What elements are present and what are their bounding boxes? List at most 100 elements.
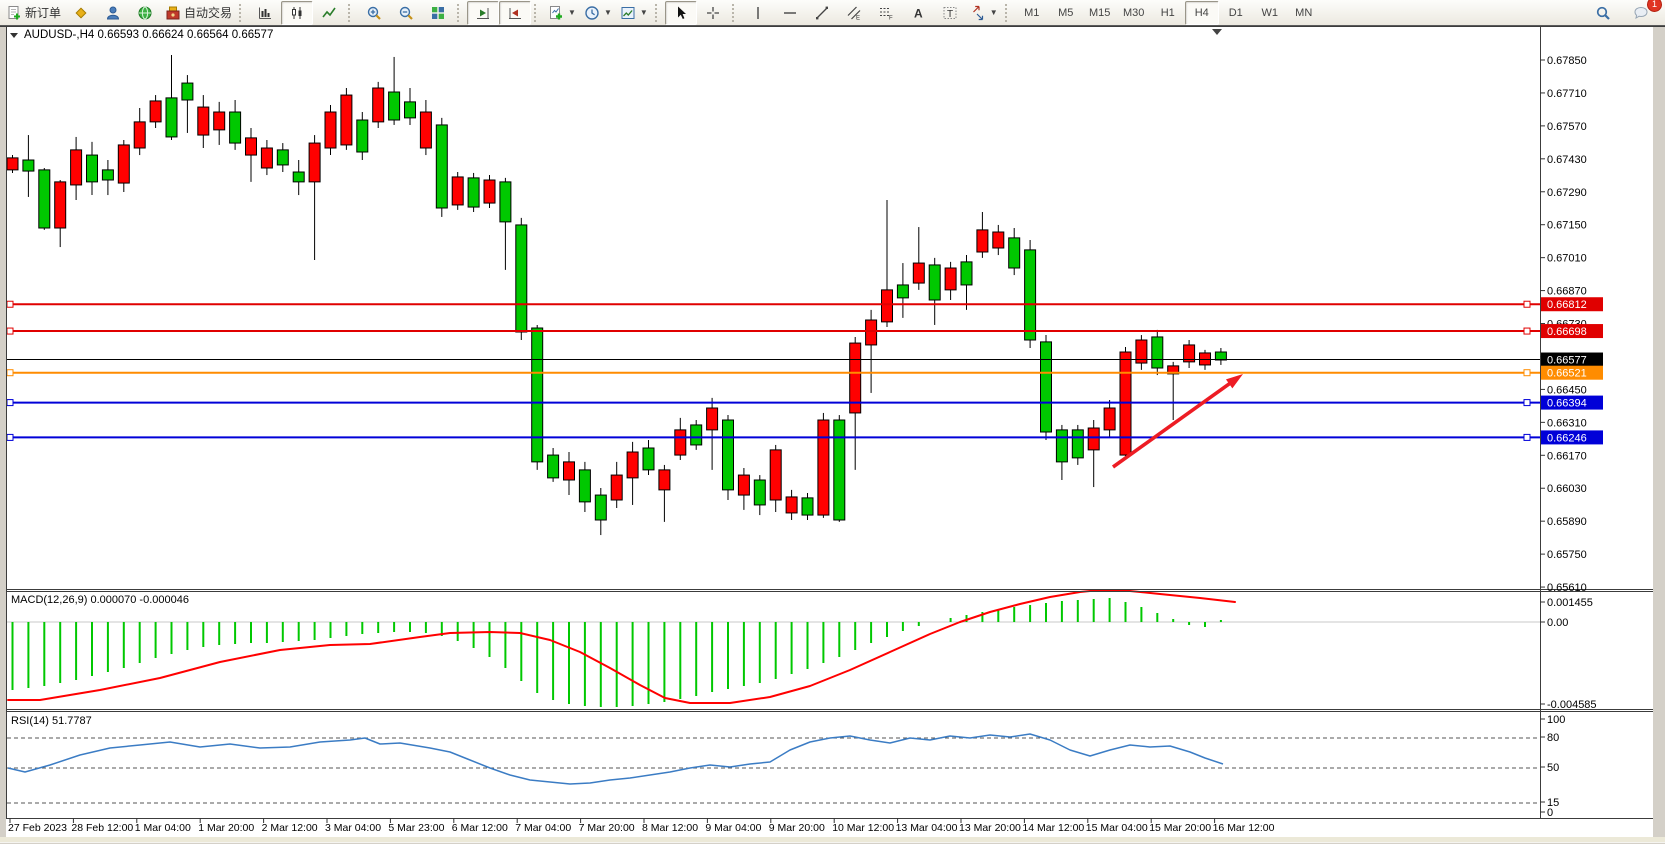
line-chart-button[interactable] bbox=[313, 1, 345, 25]
tf-w1-button-label: W1 bbox=[1261, 6, 1278, 19]
candle-body bbox=[1183, 344, 1196, 363]
candle-body bbox=[976, 229, 989, 253]
candle-body bbox=[912, 262, 925, 284]
symbol-menu-icon[interactable] bbox=[10, 33, 18, 38]
dropdown-caret-icon[interactable]: ▼ bbox=[568, 8, 576, 17]
chart-canvas[interactable]: 0.67850 0.67710 0.67570 0.67430 0.67290 0.671… bbox=[0, 26, 1665, 837]
chat-icon bbox=[1634, 6, 1648, 19]
templates-button[interactable]: ▼ bbox=[616, 1, 652, 25]
tf-m5-button[interactable]: M5 bbox=[1049, 1, 1083, 25]
cursor-button[interactable] bbox=[664, 0, 697, 25]
chart-shift-button[interactable] bbox=[499, 0, 532, 25]
new-order-button[interactable]: 新订单 bbox=[2, 1, 65, 25]
candle-body bbox=[54, 181, 67, 229]
tile-windows-button[interactable] bbox=[422, 1, 454, 25]
tf-h1-button-label: H1 bbox=[1160, 6, 1175, 19]
rsi-axis-label: 50 bbox=[1547, 762, 1559, 774]
line-handle-right[interactable] bbox=[1523, 300, 1531, 308]
line-handle-left[interactable] bbox=[6, 369, 14, 377]
time-axis-label: 27 Feb 2023 bbox=[8, 822, 67, 834]
search-icon bbox=[1596, 6, 1610, 20]
candlestick-button[interactable] bbox=[281, 0, 314, 25]
line-handle-right[interactable] bbox=[1523, 369, 1531, 377]
candle-body bbox=[785, 496, 798, 514]
candle-body bbox=[594, 494, 607, 521]
price-axis-label: 0.67570 bbox=[1547, 121, 1587, 133]
trendline-button[interactable] bbox=[806, 1, 838, 25]
candle-body bbox=[1008, 237, 1021, 269]
tf-m1-button[interactable]: M1 bbox=[1015, 1, 1049, 25]
time-axis-label: 7 Mar 20:00 bbox=[579, 822, 635, 834]
arrows-button[interactable]: ▼ bbox=[966, 1, 1002, 25]
candle-body bbox=[737, 474, 750, 496]
zoom-out-button[interactable] bbox=[390, 1, 422, 25]
trendline-icon bbox=[815, 6, 828, 19]
auto-scroll-button[interactable] bbox=[467, 0, 500, 25]
candle-body bbox=[340, 94, 353, 146]
text-button[interactable]: A bbox=[902, 1, 934, 25]
toolbar-separator bbox=[1004, 3, 1010, 22]
text-a-icon: A bbox=[914, 6, 923, 20]
price-axis-label: 0.67150 bbox=[1547, 220, 1587, 232]
template-icon bbox=[621, 6, 635, 19]
autotrading-button[interactable]: 自动交易 bbox=[161, 1, 236, 25]
tf-h4-button[interactable]: H4 bbox=[1184, 0, 1219, 25]
price-badge bbox=[1541, 324, 1603, 339]
tf-m30-button[interactable]: M30 bbox=[1117, 1, 1151, 25]
market-profile-button[interactable] bbox=[97, 1, 129, 25]
line-handle-right[interactable] bbox=[1523, 433, 1531, 441]
candle-body bbox=[817, 419, 830, 516]
zoom-in-button[interactable] bbox=[358, 1, 390, 25]
signals-button[interactable] bbox=[129, 1, 161, 25]
line-handle-right[interactable] bbox=[1523, 327, 1531, 335]
dropdown-caret-icon[interactable]: ▼ bbox=[989, 8, 998, 17]
candle-body bbox=[483, 179, 496, 204]
candle-body bbox=[197, 106, 210, 136]
candle-body bbox=[531, 327, 544, 463]
fibonacci-button[interactable]: F bbox=[870, 1, 902, 25]
dropdown-caret-icon[interactable]: ▼ bbox=[639, 8, 648, 17]
line-handle-left[interactable] bbox=[6, 300, 14, 308]
periods-button[interactable]: ▼ bbox=[580, 1, 616, 25]
macd-signal-line bbox=[7, 589, 1236, 704]
candle-body bbox=[149, 100, 162, 123]
rsi-label: RSI(14) 51.7787 bbox=[11, 715, 92, 727]
trend-arrow-shaft[interactable] bbox=[1111, 377, 1237, 469]
line-handle-left[interactable] bbox=[6, 327, 14, 335]
tf-h1-button[interactable]: H1 bbox=[1151, 1, 1185, 25]
time-axis-label: 13 Mar 20:00 bbox=[959, 822, 1021, 834]
line-handle-left[interactable] bbox=[6, 433, 14, 441]
candle-body bbox=[1024, 249, 1037, 341]
candle-body bbox=[833, 419, 846, 521]
tf-m15-button[interactable]: M15 bbox=[1083, 1, 1117, 25]
candle-body bbox=[308, 142, 321, 183]
price-badge bbox=[1541, 365, 1603, 380]
chart-shift-icon bbox=[509, 7, 522, 19]
label-button[interactable]: T bbox=[934, 1, 966, 25]
candle-body bbox=[133, 121, 146, 149]
bar-chart-button[interactable] bbox=[249, 1, 281, 25]
price-axis-label: 0.65890 bbox=[1547, 516, 1587, 528]
price-badge-label: 0.66246 bbox=[1547, 432, 1587, 444]
channel-button[interactable]: E bbox=[838, 1, 870, 25]
metaeditor-button[interactable] bbox=[65, 1, 97, 25]
tf-d1-button[interactable]: D1 bbox=[1219, 1, 1253, 25]
price-badge-label: 0.66812 bbox=[1547, 299, 1587, 311]
trend-arrow-head[interactable] bbox=[1225, 374, 1243, 389]
line-handle-right[interactable] bbox=[1523, 399, 1531, 407]
notifications-button[interactable]: 1 bbox=[1625, 0, 1662, 25]
horizontal-line-button[interactable] bbox=[774, 1, 806, 25]
candle-body bbox=[324, 111, 337, 149]
crosshair-button[interactable] bbox=[697, 1, 729, 25]
line-chart-icon bbox=[322, 7, 336, 17]
line-handle-left[interactable] bbox=[6, 399, 14, 407]
tf-mn-button[interactable]: MN bbox=[1287, 1, 1321, 25]
candle-body bbox=[165, 97, 178, 138]
indicators-button[interactable]: ▼ bbox=[544, 1, 580, 25]
vertical-line-button[interactable] bbox=[742, 1, 774, 25]
candle-body bbox=[1087, 427, 1100, 451]
tf-w1-button[interactable]: W1 bbox=[1253, 1, 1287, 25]
dropdown-caret-icon[interactable]: ▼ bbox=[603, 8, 612, 17]
chart-shift-marker[interactable] bbox=[1212, 29, 1222, 35]
search-button[interactable] bbox=[1587, 1, 1619, 25]
